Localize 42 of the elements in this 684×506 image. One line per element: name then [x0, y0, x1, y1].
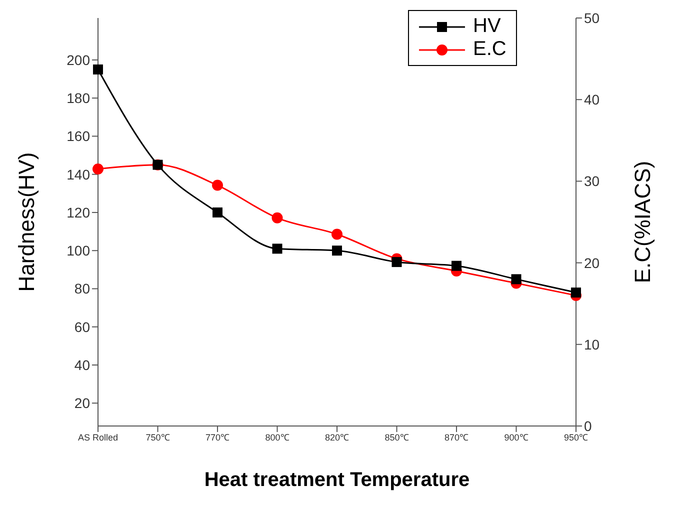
y-tick-label: 120: [66, 204, 90, 220]
point: [272, 244, 282, 254]
point: [212, 207, 222, 218]
legend-label: E.C: [473, 38, 506, 61]
point: [452, 260, 462, 271]
point: [93, 64, 103, 74]
y-tick-label: 20: [74, 395, 90, 412]
point: [272, 212, 283, 224]
x-axis-title: Heat treatment Temperature: [204, 469, 470, 491]
y-tick-label: 160: [66, 128, 90, 144]
y2-tick-label: 10: [584, 336, 600, 352]
point: [332, 228, 342, 240]
x-tick-label: 900℃: [504, 432, 528, 442]
y2-axis-title: E.C(%IACS): [630, 160, 655, 284]
y2-tick-label: 40: [584, 92, 600, 108]
point: [392, 257, 402, 268]
x-tick-label: 750℃: [146, 432, 170, 442]
y-tick-label: 80: [74, 280, 90, 297]
point: [511, 274, 522, 284]
legend-label: HV: [473, 15, 501, 38]
y-tick-label: 180: [66, 90, 90, 106]
point: [571, 288, 581, 298]
y-tick-label: 40: [74, 356, 90, 373]
y-axis-title: Hardness(HV): [14, 152, 39, 292]
x-tick-label: 850℃: [384, 432, 409, 442]
x-tick-label: 820℃: [324, 432, 350, 442]
y-tick-label: 60: [74, 318, 90, 335]
x-tick-label: AS Rolled: [78, 432, 118, 442]
point: [332, 246, 342, 256]
y-tick-label: 140: [66, 166, 90, 182]
x-tick-label: 870℃: [444, 432, 469, 442]
y2-tick-label: 0: [584, 418, 592, 434]
y-tick-label: 200: [66, 52, 90, 68]
x-tick-label: 950℃: [564, 432, 588, 442]
y2-tick-label: 30: [584, 173, 600, 190]
x-tick-label: 800℃: [265, 432, 290, 442]
y-tick-label: 100: [66, 242, 90, 259]
y2-tick-label: 20: [584, 254, 600, 271]
x-tick-label: 770℃: [205, 432, 230, 442]
point: [92, 163, 104, 174]
y2-tick-label: 50: [584, 10, 600, 26]
point: [212, 180, 223, 191]
